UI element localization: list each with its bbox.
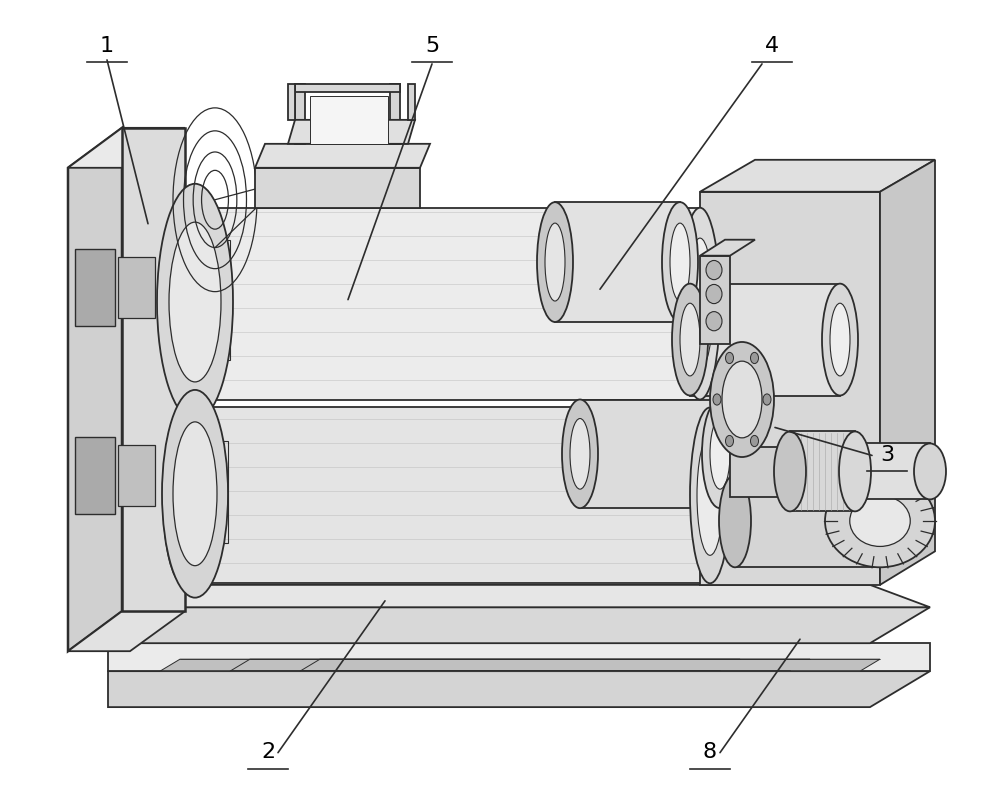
Ellipse shape bbox=[726, 435, 734, 447]
Polygon shape bbox=[700, 160, 935, 192]
Polygon shape bbox=[255, 144, 430, 168]
Ellipse shape bbox=[169, 222, 221, 382]
Ellipse shape bbox=[774, 431, 806, 511]
Ellipse shape bbox=[670, 223, 690, 301]
Ellipse shape bbox=[706, 312, 722, 331]
Text: 4: 4 bbox=[765, 36, 779, 56]
Polygon shape bbox=[75, 249, 115, 326]
Ellipse shape bbox=[163, 208, 203, 400]
Ellipse shape bbox=[713, 394, 721, 405]
Polygon shape bbox=[408, 84, 415, 120]
Ellipse shape bbox=[170, 435, 196, 555]
Polygon shape bbox=[118, 257, 155, 318]
Ellipse shape bbox=[173, 422, 217, 566]
Polygon shape bbox=[390, 84, 400, 144]
Ellipse shape bbox=[710, 419, 730, 489]
Ellipse shape bbox=[722, 361, 762, 438]
Polygon shape bbox=[68, 128, 185, 168]
Ellipse shape bbox=[706, 284, 722, 304]
Polygon shape bbox=[122, 128, 185, 611]
Ellipse shape bbox=[662, 202, 698, 322]
Polygon shape bbox=[288, 120, 415, 144]
Ellipse shape bbox=[750, 352, 759, 364]
Ellipse shape bbox=[750, 435, 759, 447]
Polygon shape bbox=[118, 445, 155, 506]
Polygon shape bbox=[555, 202, 680, 322]
Ellipse shape bbox=[687, 238, 713, 369]
Ellipse shape bbox=[914, 443, 946, 499]
Ellipse shape bbox=[163, 407, 203, 583]
Polygon shape bbox=[68, 611, 185, 651]
Ellipse shape bbox=[850, 495, 910, 547]
Ellipse shape bbox=[680, 303, 700, 376]
Polygon shape bbox=[108, 643, 930, 671]
Text: 1: 1 bbox=[100, 36, 114, 56]
Ellipse shape bbox=[162, 390, 228, 598]
Ellipse shape bbox=[830, 303, 850, 376]
Ellipse shape bbox=[570, 419, 590, 489]
Polygon shape bbox=[735, 475, 880, 567]
Ellipse shape bbox=[157, 184, 233, 420]
Polygon shape bbox=[700, 240, 755, 256]
Polygon shape bbox=[852, 443, 930, 499]
Polygon shape bbox=[288, 84, 295, 120]
Polygon shape bbox=[790, 431, 855, 511]
Polygon shape bbox=[230, 659, 810, 671]
Ellipse shape bbox=[825, 475, 935, 567]
Ellipse shape bbox=[545, 223, 565, 301]
Text: 2: 2 bbox=[261, 742, 275, 762]
Polygon shape bbox=[255, 168, 420, 208]
Polygon shape bbox=[880, 160, 935, 585]
Text: 3: 3 bbox=[880, 445, 894, 465]
Text: 8: 8 bbox=[703, 742, 717, 762]
Polygon shape bbox=[310, 96, 388, 144]
Polygon shape bbox=[183, 208, 700, 400]
Polygon shape bbox=[295, 84, 305, 144]
Ellipse shape bbox=[697, 435, 723, 555]
Ellipse shape bbox=[726, 352, 734, 364]
Polygon shape bbox=[122, 585, 930, 607]
Ellipse shape bbox=[702, 400, 738, 508]
Polygon shape bbox=[300, 659, 880, 671]
Ellipse shape bbox=[690, 407, 730, 583]
Ellipse shape bbox=[822, 284, 858, 396]
Polygon shape bbox=[68, 128, 122, 651]
Polygon shape bbox=[160, 659, 740, 671]
Ellipse shape bbox=[170, 238, 196, 369]
Polygon shape bbox=[580, 400, 720, 508]
Ellipse shape bbox=[839, 431, 871, 511]
Ellipse shape bbox=[719, 475, 751, 567]
Ellipse shape bbox=[680, 208, 720, 400]
Polygon shape bbox=[295, 84, 400, 92]
Ellipse shape bbox=[562, 400, 598, 508]
Polygon shape bbox=[700, 256, 730, 344]
Polygon shape bbox=[122, 607, 930, 643]
Ellipse shape bbox=[672, 284, 708, 396]
Polygon shape bbox=[108, 671, 930, 707]
Ellipse shape bbox=[537, 202, 573, 322]
Ellipse shape bbox=[706, 260, 722, 280]
Ellipse shape bbox=[763, 394, 771, 405]
Polygon shape bbox=[690, 284, 840, 396]
Text: 5: 5 bbox=[425, 36, 439, 56]
Polygon shape bbox=[730, 447, 800, 497]
Ellipse shape bbox=[710, 342, 774, 457]
Polygon shape bbox=[75, 437, 115, 514]
Polygon shape bbox=[700, 192, 880, 585]
Polygon shape bbox=[183, 407, 710, 583]
